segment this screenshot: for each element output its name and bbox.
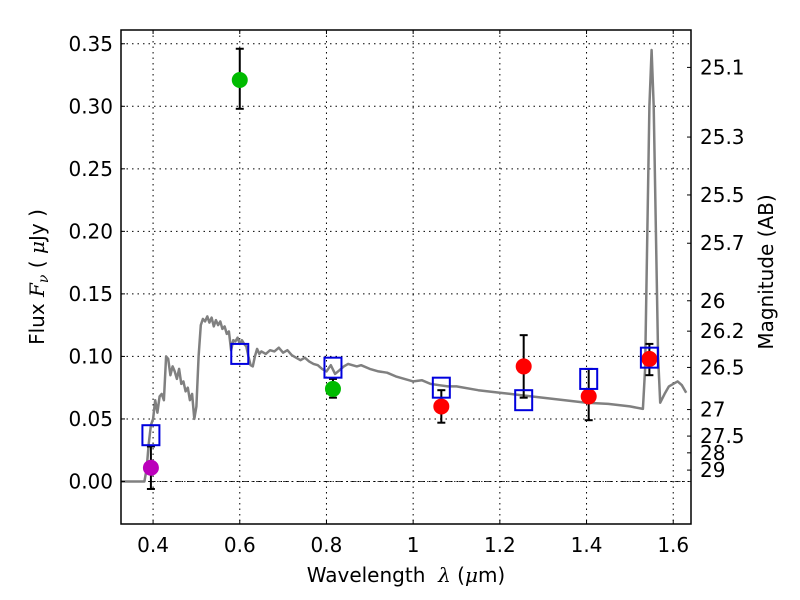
y-axis-label-nu: ν (36, 274, 52, 283)
observation-point (580, 388, 597, 405)
tick-layer (121, 30, 691, 524)
y-axis-label-F: F (25, 282, 49, 298)
model-photometry-square (639, 346, 659, 369)
observation-point (515, 358, 532, 375)
y-tick-label: 0.25 (68, 157, 113, 181)
y2-tick-label: 26.5 (700, 355, 745, 379)
observation-points (142, 72, 658, 476)
y-tick-label: 0.30 (68, 94, 113, 118)
errorbar-layer (146, 47, 654, 490)
y2-tick-label: 26.2 (700, 319, 745, 343)
y-tick-label: 0.20 (68, 219, 113, 243)
y-tick-label: 0.00 (68, 469, 113, 493)
y-tick-label: 0.15 (68, 282, 113, 306)
y2-tick-label: 26 (700, 289, 725, 313)
y-tick-label: 0.05 (68, 407, 113, 431)
x-axis-label-mu: μ (465, 563, 478, 587)
model-photometry-square (323, 356, 343, 379)
x-axis-label-lambda: λ (437, 563, 451, 587)
y2-tick-label: 25.3 (700, 125, 745, 149)
x-axis-label-prefix: Wavelength (307, 563, 438, 587)
y-axis-label-mu: μ (25, 241, 49, 254)
model-photometry-square (579, 367, 599, 390)
observation-point (324, 380, 341, 397)
x-tick-label: 0.8 (311, 533, 343, 557)
grid-layer (121, 30, 691, 524)
x-tick-label: 1.2 (484, 533, 516, 557)
y-axis-label-unit-open: ( (25, 254, 49, 275)
y-axis-label-unit-rest: Jy ) (25, 209, 49, 243)
observation-point (231, 72, 248, 89)
model-photometry-square (230, 342, 250, 365)
y-axis-label-prefix: Flux (25, 297, 49, 345)
observation-point (142, 459, 159, 476)
x-tick-label: 0.4 (137, 533, 169, 557)
model-photometry-square (431, 376, 451, 399)
model-spectrum-line (121, 48, 688, 483)
y2-axis-label: Magnitude (AB) (754, 194, 778, 349)
x-axis-label-unit-rest: m) (478, 563, 505, 587)
x-tick-labels: 0.4 0.6 0.8 1 1.2 1.4 1.6 (137, 533, 689, 557)
plot-frame (120, 29, 692, 525)
x-tick-label: 1.6 (657, 533, 689, 557)
y-tick-labels: 0.00 0.05 0.10 0.15 0.20 0.25 0.30 0.35 (68, 32, 113, 494)
observation-point (433, 398, 450, 415)
x-axis-label-unit-open: ( (451, 563, 465, 587)
y-axis-label: Flux Fν ( μJy ) (25, 209, 52, 345)
y2-tick-label: 25.1 (700, 55, 745, 79)
y-tick-label: 0.35 (68, 32, 113, 56)
y2-tick-label: 25.7 (700, 231, 745, 255)
x-tick-label: 1.4 (571, 533, 603, 557)
y2-tick-label: 25.5 (700, 183, 745, 207)
y2-tick-label: 28 (700, 441, 725, 465)
y2-tick-label: 27.5 (700, 424, 745, 448)
spectrum-layer (121, 48, 688, 483)
y2-tick-label: 27 (700, 398, 725, 422)
x-axis-label: Wavelength λ (μm) (307, 563, 506, 587)
y2-tick-label: 29 (700, 458, 725, 482)
x-tick-label: 0.6 (224, 533, 256, 557)
model-photometry-square (514, 389, 534, 412)
observation-point (641, 350, 658, 367)
model-photometry-square (141, 424, 161, 447)
model-photometry-points (141, 342, 659, 447)
y-tick-label: 0.10 (68, 344, 113, 368)
x-tick-label: 1 (407, 533, 420, 557)
